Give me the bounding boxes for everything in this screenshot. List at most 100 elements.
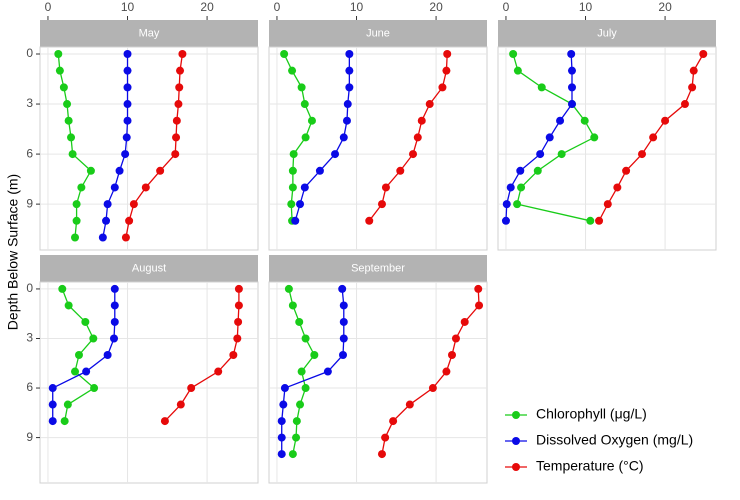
data-point <box>339 334 348 343</box>
data-point <box>377 450 386 459</box>
x-tick-label: 20 <box>658 0 672 14</box>
data-point <box>301 133 310 142</box>
data-point <box>110 317 119 326</box>
legend-label: Temperature (°C) <box>536 458 644 474</box>
data-point <box>123 50 132 59</box>
data-point <box>60 417 69 426</box>
data-point <box>64 301 73 310</box>
facet-title: July <box>597 27 617 39</box>
data-point <box>301 334 310 343</box>
data-point <box>289 150 298 159</box>
panel <box>268 46 488 251</box>
y-tick-label: 3 <box>26 96 33 110</box>
x-tick-label: 10 <box>350 0 364 14</box>
data-point <box>338 351 347 360</box>
data-point <box>48 417 57 426</box>
data-point <box>331 150 340 159</box>
data-point <box>284 284 293 293</box>
data-point <box>638 150 647 159</box>
data-point <box>74 351 83 360</box>
data-point <box>292 417 301 426</box>
data-point <box>288 66 297 75</box>
data-point <box>509 50 518 59</box>
data-point <box>567 50 576 59</box>
data-point <box>586 216 595 225</box>
data-point <box>409 150 418 159</box>
legend-point <box>512 437 520 445</box>
data-point <box>413 133 422 142</box>
data-point <box>229 351 238 360</box>
data-point <box>123 83 132 92</box>
data-point <box>123 66 132 75</box>
data-point <box>59 83 68 92</box>
data-point <box>342 116 351 125</box>
data-point <box>474 284 483 293</box>
data-point <box>121 233 130 242</box>
data-point <box>77 183 86 192</box>
data-point <box>72 200 81 209</box>
data-point <box>68 150 77 159</box>
strip <box>40 20 258 47</box>
data-point <box>502 200 511 209</box>
data-point <box>110 284 119 293</box>
facet-title: May <box>139 27 160 39</box>
data-point <box>517 183 526 192</box>
data-point <box>297 367 306 376</box>
panel <box>268 281 488 484</box>
data-point <box>545 133 554 142</box>
data-point <box>233 334 242 343</box>
data-point <box>288 183 297 192</box>
data-point <box>288 166 297 175</box>
data-point <box>442 66 451 75</box>
data-point <box>292 433 301 442</box>
data-point <box>141 183 150 192</box>
data-point <box>537 83 546 92</box>
data-point <box>103 200 112 209</box>
data-point <box>98 233 107 242</box>
data-point <box>442 367 451 376</box>
data-point <box>291 216 300 225</box>
data-point <box>86 166 95 175</box>
legend-label: Chlorophyll (μg/L) <box>536 406 647 422</box>
y-tick-label: 6 <box>26 146 33 160</box>
data-point <box>295 317 304 326</box>
data-point <box>279 400 288 409</box>
data-point <box>72 216 81 225</box>
data-point <box>536 150 545 159</box>
data-point <box>156 166 165 175</box>
x-tick-label: 0 <box>45 0 52 14</box>
data-point <box>580 116 589 125</box>
data-point <box>590 133 599 142</box>
data-point <box>63 100 72 109</box>
data-point <box>595 216 604 225</box>
data-point <box>680 100 689 109</box>
y-tick-label: 3 <box>26 331 33 345</box>
data-point <box>280 384 289 393</box>
data-point <box>506 183 515 192</box>
data-point <box>172 116 181 125</box>
data-point <box>405 400 414 409</box>
facet-title: June <box>366 27 390 39</box>
data-point <box>89 334 98 343</box>
data-point <box>234 301 243 310</box>
data-point <box>58 284 67 293</box>
data-point <box>277 450 286 459</box>
data-point <box>603 200 612 209</box>
data-point <box>513 200 522 209</box>
data-point <box>622 166 631 175</box>
data-point <box>438 83 447 92</box>
data-point <box>381 183 390 192</box>
data-point <box>71 233 80 242</box>
data-point <box>102 216 111 225</box>
data-point <box>129 200 138 209</box>
data-point <box>175 83 184 92</box>
data-point <box>109 334 118 343</box>
data-point <box>171 150 180 159</box>
data-point <box>55 66 64 75</box>
data-point <box>613 183 622 192</box>
data-point <box>234 317 243 326</box>
data-point <box>90 384 99 393</box>
data-point <box>661 116 670 125</box>
data-point <box>174 100 183 109</box>
strip <box>269 20 487 47</box>
